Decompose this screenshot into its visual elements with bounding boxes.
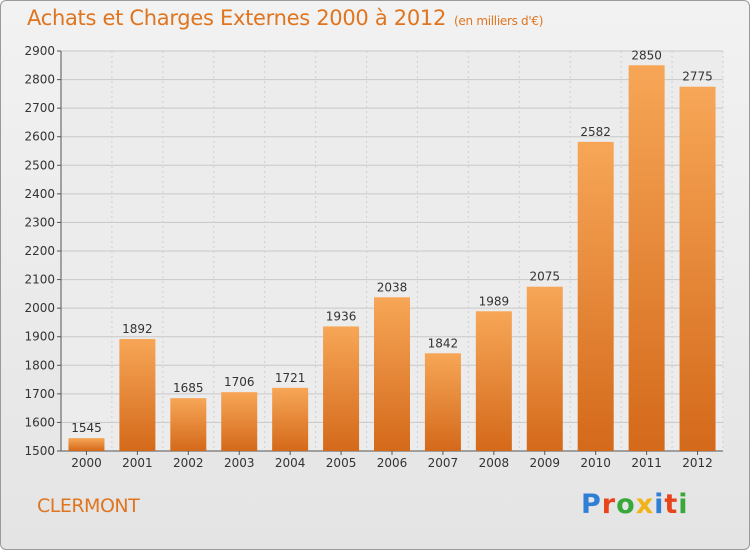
x-tick-label: 2002 <box>173 456 204 470</box>
x-tick-label: 2006 <box>377 456 408 470</box>
y-tick-label: 1800 <box>24 358 55 372</box>
bar <box>119 339 156 451</box>
data-label: 2850 <box>631 48 662 62</box>
y-tick-label: 1900 <box>24 330 55 344</box>
bar <box>170 398 207 451</box>
bar <box>475 311 512 451</box>
chart-title-text: Achats et Charges Externes 2000 à 2012 <box>27 6 447 30</box>
x-tick-label: 2011 <box>631 456 662 470</box>
bar <box>68 438 105 451</box>
data-label: 1936 <box>326 309 357 323</box>
brand-letter: P <box>581 489 602 520</box>
data-label: 1706 <box>224 375 255 389</box>
value-labels: 1545 1892 1685 1706 1721 1936 2038 1842 1989 2075… <box>71 48 713 435</box>
brand-letter: o <box>616 489 636 520</box>
y-tick-label: 1600 <box>24 415 55 429</box>
brand-letter: i <box>654 489 665 520</box>
chart-title: Achats et Charges Externes 2000 à 2012 (e… <box>27 6 543 30</box>
y-tick-label: 2400 <box>24 187 55 201</box>
data-label: 2582 <box>580 125 611 139</box>
bar <box>679 86 716 451</box>
y-tick-label: 2500 <box>24 158 55 172</box>
bar <box>577 141 614 451</box>
y-tick-label: 1500 <box>24 444 55 458</box>
y-tick-label: 2600 <box>24 130 55 144</box>
bar <box>374 297 410 451</box>
bar <box>272 387 309 451</box>
y-tick-label: 2300 <box>24 215 55 229</box>
brand-letter: i <box>678 489 689 520</box>
x-tick-label: 2005 <box>326 456 357 470</box>
data-label: 2075 <box>529 270 560 284</box>
chart-subtitle: (en milliers d'€) <box>454 14 544 28</box>
data-label: 1721 <box>275 371 306 385</box>
y-tick-label: 2700 <box>24 101 55 115</box>
y-tick-label: 2800 <box>24 73 55 87</box>
data-label: 2038 <box>377 280 408 294</box>
bar <box>323 326 360 451</box>
brand-letter: t <box>664 489 679 520</box>
x-tick-label: 2001 <box>122 456 153 470</box>
x-tick-label: 2012 <box>682 456 713 470</box>
data-label: 2775 <box>682 70 713 84</box>
y-tick-label: 2000 <box>24 301 55 315</box>
bar <box>526 286 563 451</box>
bar <box>424 353 461 451</box>
y-tick-label: 1700 <box>24 387 55 401</box>
data-label: 1685 <box>173 381 204 395</box>
axes: 1500 1600 1700 1800 1900 2000 2100 2200 2300 2400… <box>24 44 723 470</box>
data-label: 1892 <box>122 322 153 336</box>
y-tick-label: 2200 <box>24 244 55 258</box>
data-label: 1545 <box>71 421 102 435</box>
x-tick-label: 2009 <box>529 456 560 470</box>
city-name: CLERMONT <box>37 495 140 517</box>
brand-letter: x <box>635 489 655 520</box>
x-tick-label: 2010 <box>580 456 611 470</box>
bar <box>628 65 665 452</box>
bars <box>68 65 716 452</box>
y-tick-label: 2900 <box>24 44 55 58</box>
x-tick-label: 2000 <box>71 456 102 470</box>
x-tick-label: 2007 <box>428 456 459 470</box>
data-label: 1989 <box>479 294 510 308</box>
x-tick-label: 2008 <box>479 456 510 470</box>
y-tick-label: 2100 <box>24 273 55 287</box>
bar <box>221 392 258 451</box>
x-tick-label: 2004 <box>275 456 306 470</box>
brand-letter: r <box>601 489 617 520</box>
data-label: 1842 <box>428 336 459 350</box>
x-tick-label: 2003 <box>224 456 255 470</box>
